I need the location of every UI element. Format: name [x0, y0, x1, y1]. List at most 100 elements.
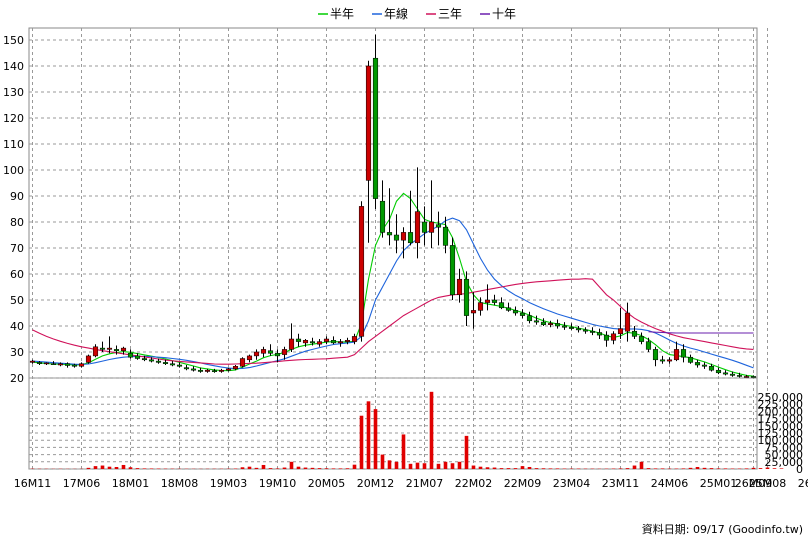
x-tick-label: 20M05	[308, 477, 346, 490]
candle-body	[358, 206, 365, 337]
candle	[302, 339, 309, 347]
volume-bar	[520, 466, 525, 469]
candle	[624, 302, 631, 342]
candle	[729, 371, 736, 377]
price-tick-label: 120	[3, 112, 24, 125]
volume-bar	[86, 467, 91, 469]
x-tick-label: 17M06	[63, 477, 101, 490]
candle-body	[113, 349, 120, 351]
candle-body	[722, 372, 729, 375]
volume-bar	[513, 468, 518, 469]
candle-body	[456, 278, 463, 296]
legend-label: 半年	[330, 7, 354, 21]
candle-body	[547, 323, 554, 325]
candle	[309, 337, 316, 346]
volume-bar	[450, 463, 455, 469]
candle	[162, 359, 169, 365]
volume-bar	[401, 434, 406, 469]
candle-body	[106, 347, 113, 350]
volume-panel-frame	[28, 377, 758, 470]
candle-body	[631, 330, 638, 337]
candle-body	[463, 278, 470, 316]
volume-bar	[149, 468, 154, 469]
volume-tick-label: 25,000	[765, 456, 804, 469]
candle-body	[204, 369, 211, 372]
candle-body	[169, 363, 176, 366]
grid-lines	[29, 28, 768, 470]
candle	[379, 180, 386, 238]
x-axis: 16M11 17M06 18M01 18M08 19M03 19M10 20M05 20M12…	[14, 477, 808, 490]
volume-bar	[247, 466, 252, 469]
volume-bar	[485, 467, 490, 469]
price-axis: 20 30 40 50 60 70 80 90 100 110 120 130 140 150	[3, 34, 24, 385]
volume-bar	[758, 468, 763, 469]
volume-bar	[765, 467, 770, 469]
volume-bar	[93, 466, 98, 469]
candle-body	[694, 362, 701, 366]
candle	[722, 370, 729, 376]
candle-body	[407, 232, 414, 244]
candle	[470, 292, 477, 329]
candle-body	[687, 356, 694, 363]
volume-bar	[464, 435, 469, 469]
volume-bar	[394, 461, 399, 469]
legend-label: 十年	[492, 7, 516, 21]
candle	[57, 362, 64, 367]
price-tick-label: 70	[10, 242, 24, 255]
price-tick-label: 110	[3, 138, 24, 151]
volume-bar	[457, 461, 462, 469]
candle	[393, 214, 400, 254]
candle	[414, 167, 421, 259]
price-tick-label: 140	[3, 60, 24, 73]
candle-body	[701, 364, 708, 367]
volume-bar	[121, 464, 126, 469]
x-tick-label: 18M01	[112, 477, 150, 490]
candle-body	[491, 299, 498, 303]
candle-body	[351, 336, 358, 342]
candle-body	[568, 327, 575, 329]
candle-body	[162, 362, 169, 364]
candle-body	[673, 349, 680, 361]
candle	[631, 326, 638, 339]
volume-bar	[107, 466, 112, 469]
x-tick-label: 24M06	[651, 477, 689, 490]
price-tick-label: 40	[10, 320, 24, 333]
candle	[743, 374, 750, 378]
volume-tick-label: 75,000	[765, 441, 804, 454]
candle	[750, 375, 757, 378]
volume-bar	[254, 467, 259, 469]
volume-bar	[310, 467, 315, 469]
volume-bar	[338, 468, 343, 469]
volume-bar	[555, 468, 560, 469]
x-tick-label: 21M07	[406, 477, 444, 490]
candle	[85, 354, 92, 364]
candle	[491, 294, 498, 306]
candle	[260, 346, 267, 358]
x-tick-label: 16M11	[14, 477, 52, 490]
candle	[64, 362, 71, 368]
volume-bar	[646, 468, 651, 469]
volume-tick-label: 200,000	[758, 405, 804, 418]
volume-bar	[723, 468, 728, 469]
volume-axis: 025,00050,00075,000100,000125,000150,000…	[758, 391, 804, 476]
x-tick-label: 23M11	[602, 477, 640, 490]
candle	[246, 354, 253, 363]
candle	[337, 339, 344, 347]
candle	[372, 34, 379, 209]
candle-body	[71, 364, 78, 367]
candle-body	[750, 376, 757, 378]
candle-body	[211, 370, 218, 372]
x-tick-label: 20M12	[357, 477, 395, 490]
candle-body	[365, 65, 372, 181]
candle	[288, 323, 295, 352]
candle	[589, 327, 596, 336]
candle	[463, 271, 470, 326]
volume-bar	[317, 468, 322, 469]
volume-bar	[702, 467, 707, 469]
x-tick-label: 18M08	[161, 477, 199, 490]
candle	[120, 346, 127, 355]
candle	[197, 367, 204, 373]
candle	[323, 336, 330, 345]
candle-body	[680, 349, 687, 358]
